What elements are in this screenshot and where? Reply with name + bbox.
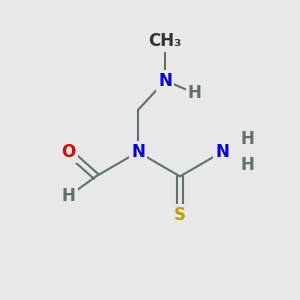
- Text: S: S: [174, 206, 186, 224]
- Text: N: N: [158, 72, 172, 90]
- Text: H: H: [240, 156, 254, 174]
- Text: CH₃: CH₃: [148, 32, 182, 50]
- Text: H: H: [240, 130, 254, 148]
- Text: N: N: [215, 143, 229, 161]
- Text: H: H: [188, 84, 202, 102]
- Text: H: H: [62, 187, 76, 205]
- Text: O: O: [61, 143, 76, 161]
- Text: N: N: [131, 143, 145, 161]
